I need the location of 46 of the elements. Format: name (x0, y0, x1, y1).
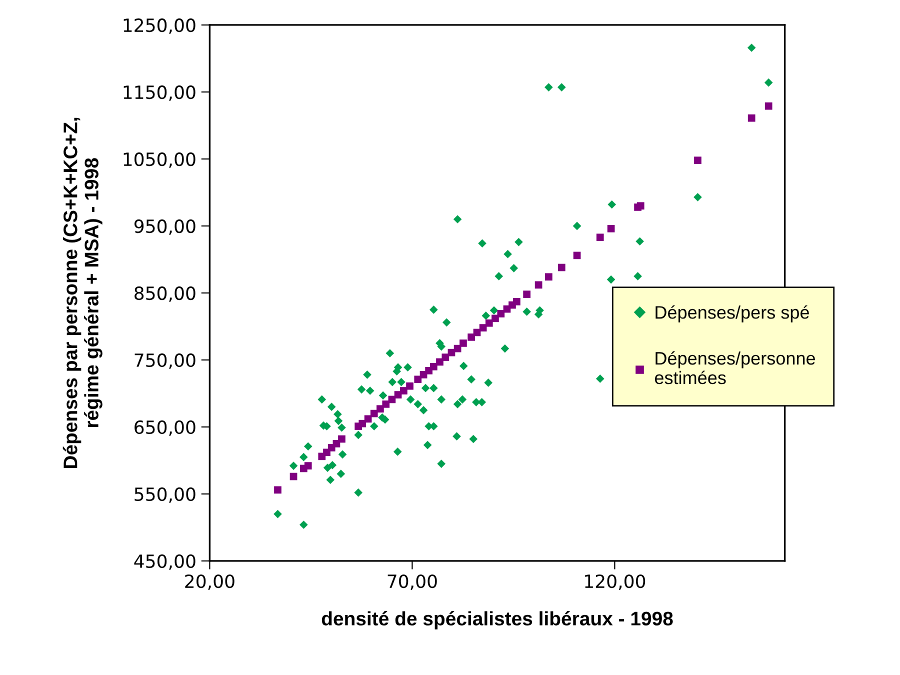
point (460, 340, 467, 347)
point (523, 290, 530, 298)
point (414, 376, 422, 384)
y-tick-label: 450,00 (134, 554, 196, 570)
point (497, 310, 505, 318)
y-tick-label: 1150,00 (124, 85, 196, 101)
point (430, 362, 438, 370)
point (545, 273, 552, 281)
point (607, 224, 615, 232)
y-axis-title: Dépenses par personne (CS+K+KC+Z, régime général + MSA) - 1998 (62, 118, 102, 468)
x-tick-label: 70,00 (388, 574, 437, 590)
point (636, 202, 644, 210)
point (290, 472, 298, 480)
point (764, 102, 772, 110)
x-tick-label: 20,00 (185, 574, 234, 590)
point (406, 382, 414, 390)
point (370, 410, 378, 418)
point (468, 333, 476, 341)
point (382, 400, 390, 408)
y-tick-label: 950,00 (134, 219, 196, 235)
point (748, 114, 756, 122)
point (485, 319, 493, 327)
point (338, 435, 346, 443)
x-axis-title: densité de spécialistes libéraux - 1998 (322, 611, 673, 630)
point (358, 420, 366, 428)
legend-label: Dépenses/personne estimées (654, 351, 816, 384)
point (596, 234, 604, 242)
point (304, 462, 312, 470)
point (534, 281, 542, 289)
point (513, 298, 520, 306)
y-tick-label: 1250,00 (124, 18, 196, 34)
point (573, 252, 581, 260)
y-tick-label: 850,00 (134, 286, 196, 302)
point (694, 156, 702, 164)
point (400, 387, 408, 394)
y-tick-label: 650,00 (134, 420, 196, 436)
point (479, 324, 487, 332)
point (558, 264, 566, 272)
legend-label: Dépenses/pers spé (656, 305, 809, 322)
point (442, 354, 450, 361)
point (364, 415, 372, 423)
y-tick-label: 1050,00 (124, 152, 196, 168)
x-tick-label: 120,00 (585, 574, 646, 590)
y-tick-label: 750,00 (134, 353, 196, 369)
y-tick-label: 550,00 (134, 487, 196, 503)
point (274, 486, 282, 494)
